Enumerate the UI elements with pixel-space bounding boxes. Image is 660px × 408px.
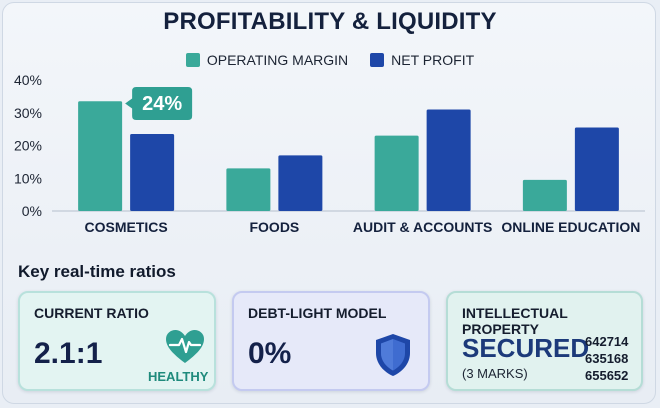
- debt-light-card: DEBT-LIGHT MODEL 0%: [232, 291, 430, 391]
- current-ratio-card: CURRENT RATIO 2.1:1 HEALTHY: [18, 291, 216, 391]
- bar-operating-margin: [78, 101, 123, 211]
- bar-net-profit: [278, 155, 323, 211]
- trademark-number: 655652: [585, 368, 629, 383]
- callout-shape: [125, 87, 193, 120]
- ip-marks-note: (3 MARKS): [462, 366, 528, 381]
- legend-label-net-profit: NET PROFIT: [391, 52, 475, 68]
- current-ratio-title: CURRENT RATIO: [34, 305, 149, 321]
- debt-light-title: DEBT-LIGHT MODEL: [248, 305, 387, 321]
- legend-swatch-operating-margin: [185, 53, 200, 67]
- trademark-number-list: 642714 635168 655652: [585, 333, 628, 384]
- bar-operating-margin: [226, 168, 271, 211]
- y-tick-label: 20%: [14, 138, 42, 154]
- debt-light-value: 0%: [248, 337, 292, 370]
- legend-swatch-net-profit: [370, 53, 385, 67]
- current-ratio-value: 2.1:1: [34, 337, 103, 370]
- ip-status-value: SECURED: [462, 333, 590, 363]
- ratios-heading: Key real-time ratios: [18, 262, 176, 281]
- intellectual-property-card: INTELLECTUAL PROPERTY SECURED (3 MARKS) …: [446, 291, 643, 391]
- chart-legend: OPERATING MARGIN NET PROFIT: [0, 52, 660, 68]
- legend-item-operating-margin: OPERATING MARGIN: [185, 52, 349, 68]
- bar-chart: 0% 10% 20% 30% 40% COSMETICS FOODS AUDIT & ACCO…: [14, 72, 645, 235]
- heart-pulse-icon: [166, 330, 204, 363]
- y-tick-label: 0%: [22, 203, 42, 219]
- bar-net-profit: [574, 127, 619, 211]
- x-category-label: FOODS: [249, 219, 299, 235]
- trademark-number: 635168: [585, 351, 629, 366]
- callout-badge: 24%: [125, 87, 193, 120]
- callout-label: 24%: [142, 93, 182, 115]
- y-tick-label: 40%: [14, 72, 42, 88]
- bar-net-profit: [426, 109, 471, 211]
- bar-net-profit: [130, 134, 175, 211]
- bar-operating-margin: [374, 135, 419, 211]
- bar-operating-margin: [522, 179, 567, 211]
- trademark-number: 642714: [585, 334, 629, 349]
- shield-icon: [376, 334, 410, 376]
- y-tick-label: 30%: [14, 105, 42, 121]
- x-category-label: COSMETICS: [85, 219, 168, 235]
- y-tick-label: 10%: [14, 170, 42, 186]
- x-category-label: AUDIT & ACCOUNTS: [353, 219, 492, 235]
- health-status-label: HEALTHY: [148, 369, 209, 384]
- legend-label-operating-margin: OPERATING MARGIN: [206, 52, 349, 68]
- chart-title: PROFITABILITY & LIQUIDITY: [163, 8, 497, 35]
- ip-title: INTELLECTUAL PROPERTY: [462, 305, 568, 337]
- x-category-label: ONLINE EDUCATION: [501, 219, 640, 235]
- legend-item-net-profit: NET PROFIT: [370, 52, 474, 68]
